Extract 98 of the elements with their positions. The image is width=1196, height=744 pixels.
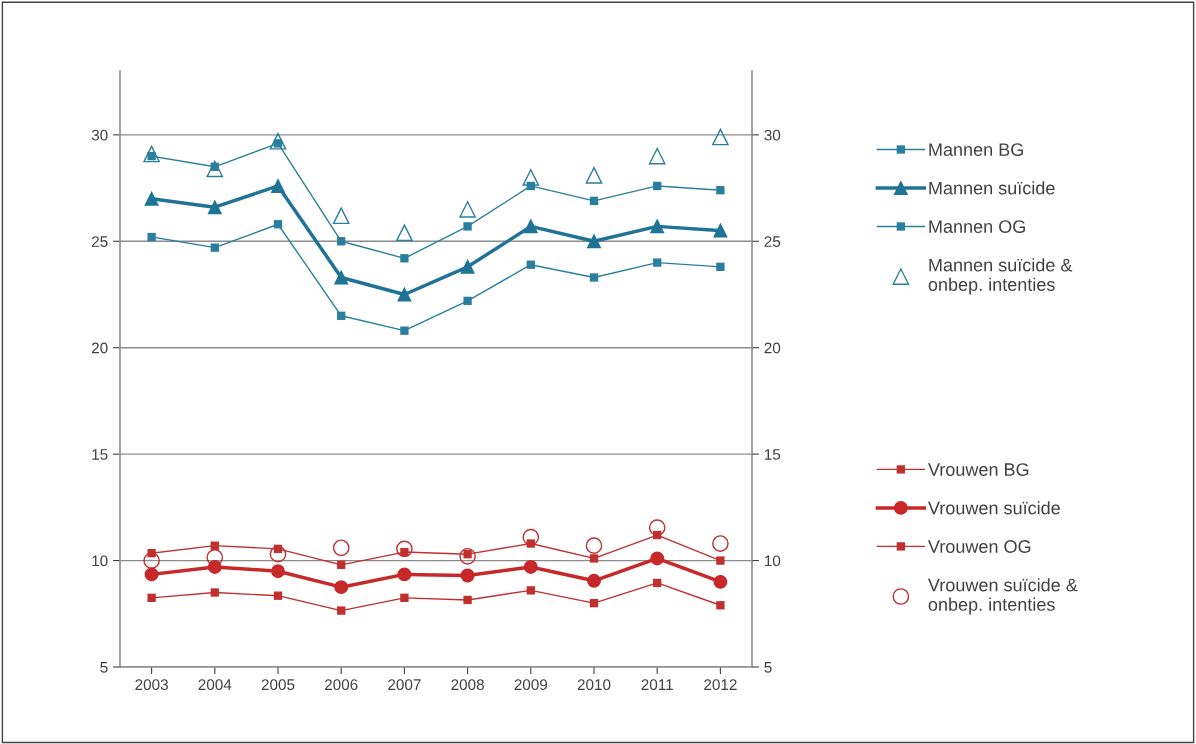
point xyxy=(460,568,475,583)
point xyxy=(589,196,599,206)
point xyxy=(143,552,160,569)
x-tick-label: 2012 xyxy=(704,679,737,691)
point xyxy=(587,234,601,249)
legend-label: Vrouwen suïcide & onbep. intenties xyxy=(928,578,1078,615)
point xyxy=(463,222,472,231)
x-tick-label: 2008 xyxy=(451,679,484,691)
point xyxy=(653,578,662,588)
y-tick-label: 15 xyxy=(92,449,108,460)
point xyxy=(587,573,601,588)
point xyxy=(397,287,412,302)
point xyxy=(207,200,222,215)
point xyxy=(337,560,346,569)
point xyxy=(210,588,219,597)
point xyxy=(650,551,665,566)
point xyxy=(716,556,725,565)
point xyxy=(337,237,346,246)
point xyxy=(334,580,349,595)
point xyxy=(459,547,476,565)
point xyxy=(332,539,350,557)
point xyxy=(400,593,409,602)
x-tick-label: 2009 xyxy=(514,679,548,691)
x-tick-label: 2005 xyxy=(261,679,295,691)
legend-label: Vrouwen suïcide xyxy=(928,501,1060,515)
legend-label: Mannen BG xyxy=(929,143,1023,156)
x-tick-label: 2010 xyxy=(577,679,611,691)
point xyxy=(400,254,409,263)
point xyxy=(463,595,472,605)
y-tick-label: 10 xyxy=(92,555,108,567)
point xyxy=(273,591,283,600)
point xyxy=(523,219,538,234)
point xyxy=(337,606,346,615)
point xyxy=(585,166,603,184)
point xyxy=(526,260,535,269)
point xyxy=(523,560,538,574)
y-tick-label: 25 xyxy=(91,236,108,247)
point xyxy=(589,598,599,608)
legend-label: Mannen suïcide xyxy=(929,181,1055,195)
y-tick-label: 20 xyxy=(91,342,108,354)
legend-label: Mannen suïcide & onbep. intenties xyxy=(928,258,1073,295)
point xyxy=(334,270,349,285)
y2-tick-label: 10 xyxy=(764,555,781,567)
point xyxy=(712,128,729,146)
point xyxy=(397,567,412,582)
point xyxy=(716,601,725,610)
y-tick-label: 30 xyxy=(91,129,108,141)
point xyxy=(271,178,285,193)
y2-tick-label: 30 xyxy=(764,129,781,141)
point xyxy=(589,273,599,282)
point xyxy=(713,223,728,238)
point xyxy=(648,519,666,536)
y2-tick-label: 15 xyxy=(764,449,781,460)
point xyxy=(147,593,156,602)
point xyxy=(332,207,350,225)
point xyxy=(522,169,540,186)
point xyxy=(716,262,725,271)
point xyxy=(337,311,346,320)
point xyxy=(650,219,665,234)
y2-tick-label: 20 xyxy=(764,342,781,354)
x-tick-label: 2011 xyxy=(641,679,673,691)
point xyxy=(713,574,728,589)
point xyxy=(526,586,535,595)
point xyxy=(210,243,219,252)
y-tick-label: 5 xyxy=(100,662,108,673)
x-tick-label: 2004 xyxy=(198,679,232,691)
y2-tick-label: 25 xyxy=(764,236,781,247)
point xyxy=(144,567,159,582)
point xyxy=(147,232,156,242)
point xyxy=(271,564,285,579)
x-tick-label: 2007 xyxy=(388,679,421,691)
point xyxy=(206,549,224,566)
point xyxy=(206,160,224,178)
x-tick-label: 2006 xyxy=(324,679,358,691)
point xyxy=(716,186,725,195)
point xyxy=(522,528,540,546)
x-tick-label: 2003 xyxy=(135,679,168,691)
point xyxy=(463,296,472,306)
point xyxy=(459,201,476,218)
point xyxy=(269,545,287,563)
point xyxy=(585,537,603,555)
point xyxy=(269,132,287,150)
point xyxy=(144,191,159,206)
legend-label: Mannen OG xyxy=(929,220,1025,233)
point xyxy=(460,259,475,274)
point xyxy=(648,147,666,165)
point xyxy=(396,224,413,242)
point xyxy=(400,326,409,335)
point xyxy=(589,554,599,563)
point xyxy=(143,145,160,163)
y2-tick-label: 5 xyxy=(764,662,772,673)
legend-label: Vrouwen BG xyxy=(928,463,1029,476)
legend-label: Vrouwen OG xyxy=(928,540,1031,553)
point xyxy=(273,220,283,229)
point xyxy=(396,540,413,558)
point xyxy=(653,258,662,267)
point xyxy=(712,535,729,552)
point xyxy=(653,181,662,191)
